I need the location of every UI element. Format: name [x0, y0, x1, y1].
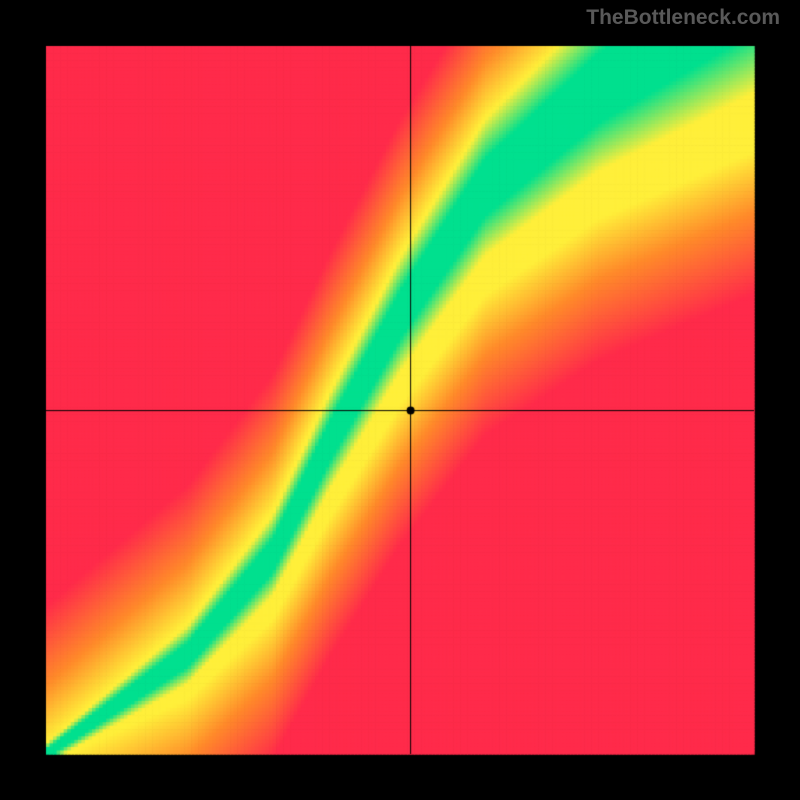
chart-container: TheBottleneck.com	[0, 0, 800, 800]
heatmap-canvas	[0, 0, 800, 800]
